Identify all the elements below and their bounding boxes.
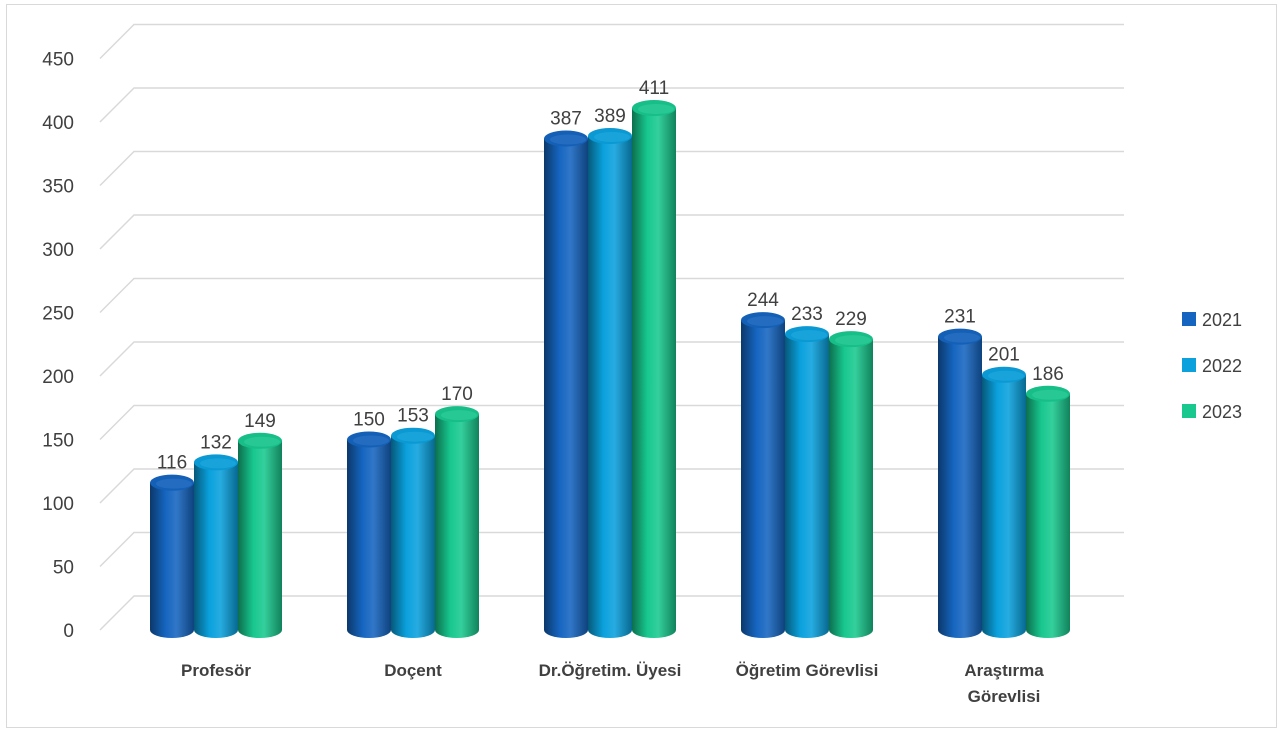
bar [435, 406, 479, 638]
data-label: 149 [244, 411, 276, 432]
y-tick-label: 250 [42, 304, 74, 325]
data-label: 132 [200, 432, 232, 453]
bars [150, 100, 1070, 638]
data-label: 153 [397, 406, 429, 427]
data-label: 244 [747, 290, 779, 311]
data-label: 186 [1032, 364, 1064, 385]
category-label: Araştırma [964, 661, 1044, 680]
bar [391, 427, 435, 638]
gridline [99, 87, 1124, 123]
data-label: 170 [441, 384, 473, 405]
category-label: Dr.Öğretim. Üyesi [539, 661, 682, 680]
data-label: 201 [988, 345, 1020, 366]
bar [194, 454, 238, 638]
bar [1026, 385, 1070, 638]
legend-swatch [1182, 312, 1196, 326]
data-label: 229 [835, 309, 867, 330]
bar [238, 432, 282, 638]
bar [785, 326, 829, 638]
bar [347, 431, 391, 638]
y-tick-label: 400 [42, 113, 74, 134]
gridline [99, 150, 1124, 187]
y-tick-label: 200 [42, 367, 74, 388]
category-labels: Profesör Doçent Dr.Öğretim. Üyesi Öğretim G… [181, 661, 1044, 706]
gridline [99, 214, 1124, 250]
y-tick-label: 150 [42, 431, 74, 452]
data-label: 389 [594, 106, 626, 127]
y-axis-ticks: 0 50 100 150 200 250 300 350 400 450 [42, 50, 74, 643]
y-tick-label: 300 [42, 240, 74, 261]
data-label: 233 [791, 304, 823, 325]
y-tick-label: 100 [42, 494, 74, 515]
data-label: 116 [157, 453, 187, 474]
y-tick-label: 50 [53, 558, 74, 579]
bar [150, 474, 194, 638]
data-label: 387 [550, 109, 582, 130]
bar [632, 100, 676, 638]
legend: 2021 2022 2023 [1182, 310, 1242, 422]
bar [982, 366, 1026, 638]
category-label: Profesör [181, 661, 251, 680]
bar [544, 130, 588, 638]
gridline [99, 277, 1124, 314]
category-label: Öğretim Görevlisi [736, 661, 879, 680]
gridline [99, 23, 1124, 60]
legend-label: 2021 [1202, 310, 1242, 330]
bar [938, 328, 982, 638]
bar [588, 127, 632, 638]
category-label: Doçent [384, 661, 442, 680]
data-label: 231 [944, 307, 976, 328]
legend-swatch [1182, 358, 1196, 372]
data-label: 411 [639, 78, 669, 99]
y-tick-label: 350 [42, 177, 74, 198]
legend-label: 2022 [1202, 356, 1242, 376]
data-label: 150 [353, 410, 385, 431]
y-tick-label: 450 [42, 50, 74, 71]
data-labels: 116 132 149 150 153 170 387 389 411 244 233 229 231 2… [157, 78, 1064, 474]
category-label: Görevlisi [968, 687, 1041, 706]
bar [829, 331, 873, 638]
y-tick-label: 0 [63, 621, 74, 642]
legend-swatch [1182, 404, 1196, 418]
bar [741, 312, 785, 638]
legend-label: 2023 [1202, 402, 1242, 422]
